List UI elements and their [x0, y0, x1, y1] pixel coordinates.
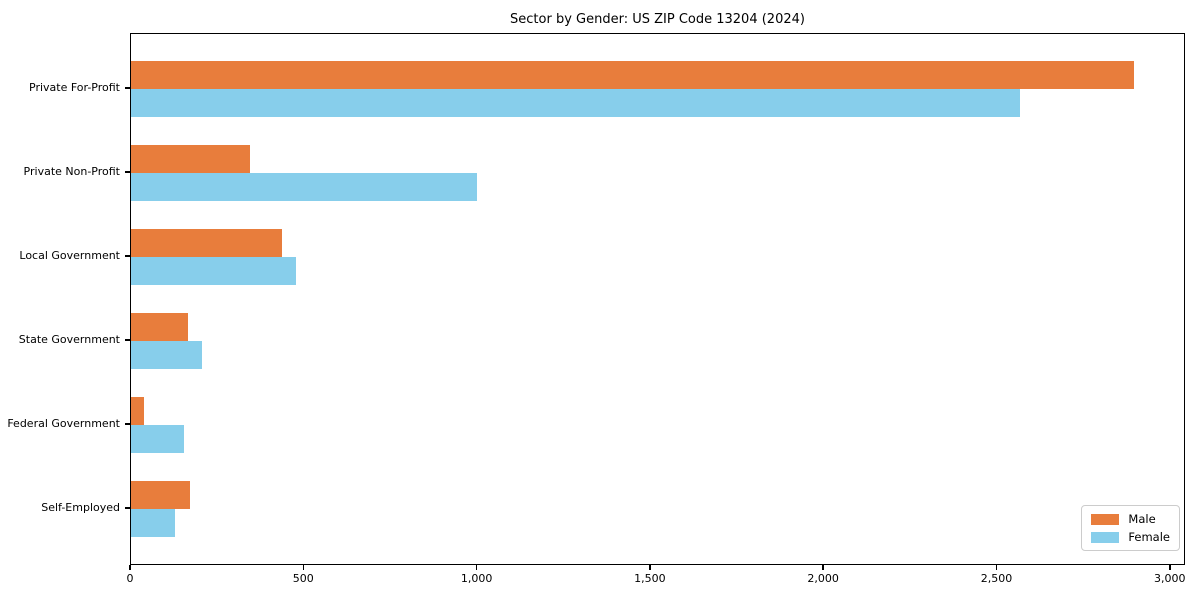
y-tick-mark [125, 171, 130, 173]
x-tick-mark [1169, 565, 1171, 570]
x-tick-label-3-000: 3,000 [1154, 572, 1186, 585]
bar-female-federal-government [131, 425, 184, 453]
legend: Male Female [1081, 505, 1180, 551]
x-tick-label-1-500: 1,500 [634, 572, 666, 585]
chart-title: Sector by Gender: US ZIP Code 13204 (202… [510, 12, 805, 27]
bar-female-private-non-profit [131, 173, 477, 201]
y-tick-label-private-for-profit: Private For-Profit [29, 81, 120, 94]
bar-female-state-government [131, 341, 203, 369]
bar-group-local-government [131, 229, 1184, 285]
legend-item-male: Male [1091, 513, 1170, 525]
y-tick-label-local-government: Local Government [19, 249, 120, 262]
plot-area: Male Female [130, 33, 1185, 565]
y-tick-mark [125, 255, 130, 257]
female-color-swatch [1091, 531, 1120, 543]
bar-female-private-for-profit [131, 89, 1021, 117]
y-tick-label-state-government: State Government [18, 333, 120, 346]
x-tick-mark [995, 565, 998, 570]
bar-female-local-government [131, 257, 297, 285]
bar-group-state-government [131, 313, 1184, 369]
y-tick-mark [125, 87, 130, 89]
x-tick-mark [649, 565, 651, 570]
x-tick-label-2-500: 2,500 [980, 572, 1013, 585]
x-tick-label-0: 0 [126, 572, 134, 585]
x-tick-label-1-000: 1,000 [460, 572, 493, 585]
bars-layer [131, 34, 1184, 564]
x-tick-label-2-000: 2,000 [807, 572, 839, 585]
bar-male-private-for-profit [131, 61, 1135, 89]
bar-male-state-government [131, 313, 189, 341]
legend-item-female: Female [1091, 531, 1170, 543]
y-tick-mark [125, 507, 130, 509]
legend-label-female: Female [1128, 530, 1170, 544]
bar-group-private-for-profit [131, 61, 1184, 117]
y-tick-mark [125, 423, 130, 425]
x-tick-mark [129, 565, 131, 570]
bar-female-self-employed [131, 509, 175, 537]
male-color-swatch [1091, 513, 1120, 525]
bar-male-federal-government [131, 397, 145, 425]
legend-label-male: Male [1128, 512, 1156, 526]
bar-male-local-government [131, 229, 283, 257]
bar-group-private-non-profit [131, 145, 1184, 201]
x-tick-mark [822, 565, 824, 570]
bar-male-self-employed [131, 481, 190, 509]
x-tick-label-500: 500 [292, 572, 314, 585]
bar-group-federal-government [131, 397, 1184, 453]
y-tick-label-self-employed: Self-Employed [41, 501, 120, 514]
y-tick-label-federal-government: Federal Government [7, 417, 120, 430]
y-tick-mark [125, 339, 130, 341]
x-tick-mark [302, 565, 305, 570]
bar-male-private-non-profit [131, 145, 251, 173]
y-tick-label-private-non-profit: Private Non-Profit [23, 165, 120, 178]
x-tick-mark [475, 565, 478, 570]
bar-group-self-employed [131, 481, 1184, 537]
